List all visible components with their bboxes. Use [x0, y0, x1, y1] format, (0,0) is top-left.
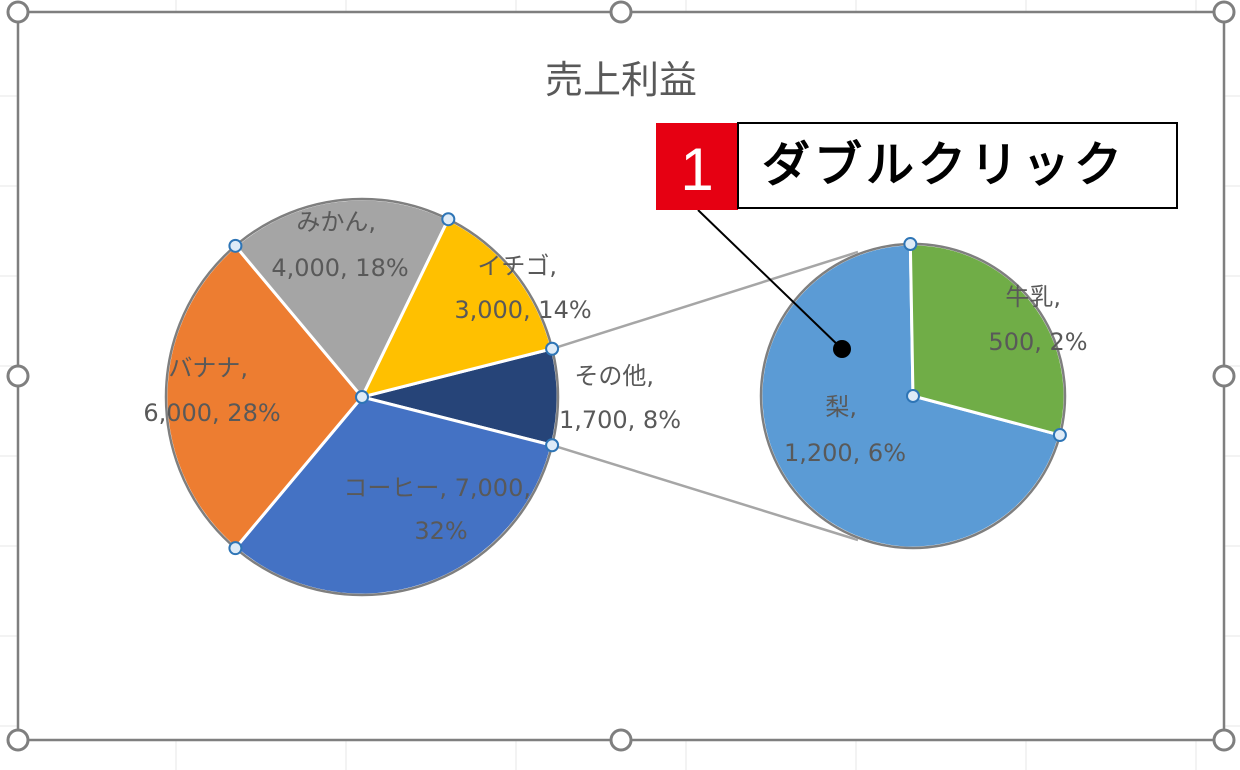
point-handle-secondary-0 — [903, 237, 918, 252]
point-handle-2 — [228, 541, 243, 556]
point-handle-1 — [545, 438, 560, 453]
data-label-other: その他, 1,700, 8% — [559, 362, 681, 434]
point-handle-3 — [228, 238, 243, 253]
resize-handle-0-2[interactable] — [6, 728, 30, 752]
step-number-badge — [656, 123, 738, 210]
data-label-coffee-line1: コーヒー, 7,000, — [343, 474, 531, 502]
resize-handle-0-1[interactable] — [6, 364, 30, 388]
connector-top — [551, 250, 859, 350]
primary-pie[interactable] — [164, 197, 560, 597]
data-label-ichigo-line1: イチゴ, — [477, 252, 557, 280]
data-label-coffee: コーヒー, 7,000, 32% — [343, 474, 538, 545]
data-label-milk-line2: 500, 2% — [988, 328, 1087, 356]
resize-handle-2-1[interactable] — [1212, 364, 1236, 388]
data-label-coffee-line2: 32% — [414, 517, 467, 545]
resize-handle-1-2[interactable] — [609, 728, 633, 752]
callout-pointer-line — [697, 209, 843, 350]
point-handle-secondary-1 — [1052, 428, 1067, 443]
chart-title: 売上利益 — [545, 58, 697, 102]
data-labels: みかん, 4,000, 18% イチゴ, 3,000, 14% バナナ, 6,0… — [143, 208, 1087, 545]
step-number: 1 — [680, 136, 713, 203]
instruction-callout: 1 ダブルクリック — [656, 122, 1178, 358]
series-connector-lines — [551, 250, 859, 542]
point-selection-handles — [228, 212, 1067, 556]
data-label-nashi-line2: 1,200, 6% — [784, 439, 906, 467]
callout-text-box — [737, 122, 1178, 209]
data-label-banana-line1: バナナ, — [168, 354, 248, 382]
point-handle-4 — [441, 212, 456, 227]
data-label-other-line1: その他, — [574, 362, 654, 390]
data-label-nashi-line1: 梨, — [825, 393, 857, 421]
point-handle-center — [355, 390, 369, 404]
point-handle-secondary-center — [906, 389, 920, 403]
data-label-banana: バナナ, 6,000, 28% — [143, 354, 280, 427]
resize-handle-2-2[interactable] — [1212, 728, 1236, 752]
data-label-ichigo-line2: 3,000, 14% — [454, 296, 591, 324]
data-label-nashi: 梨, 1,200, 6% — [784, 393, 906, 467]
resize-handle-0-0[interactable] — [6, 0, 30, 24]
data-label-other-line2: 1,700, 8% — [559, 406, 681, 434]
primary-pie-outline — [164, 197, 560, 597]
data-label-mikan: みかん, 4,000, 18% — [271, 208, 408, 282]
data-label-milk-line1: 牛乳, — [1005, 283, 1061, 311]
data-label-mikan-line2: 4,000, 18% — [271, 254, 408, 282]
point-handle-0 — [545, 341, 560, 356]
resize-handle-2-0[interactable] — [1212, 0, 1236, 24]
data-label-mikan-line1: みかん, — [296, 208, 376, 236]
chart-frame-handles[interactable] — [6, 0, 1236, 752]
callout-pointer-dot — [833, 340, 851, 358]
connector-bottom — [551, 444, 859, 542]
data-label-milk: 牛乳, 500, 2% — [988, 283, 1087, 356]
resize-handle-1-0[interactable] — [609, 0, 633, 24]
data-label-banana-line2: 6,000, 28% — [143, 399, 280, 427]
callout-text: ダブルクリック — [762, 137, 1126, 193]
data-label-ichigo: イチゴ, 3,000, 14% — [454, 252, 591, 324]
